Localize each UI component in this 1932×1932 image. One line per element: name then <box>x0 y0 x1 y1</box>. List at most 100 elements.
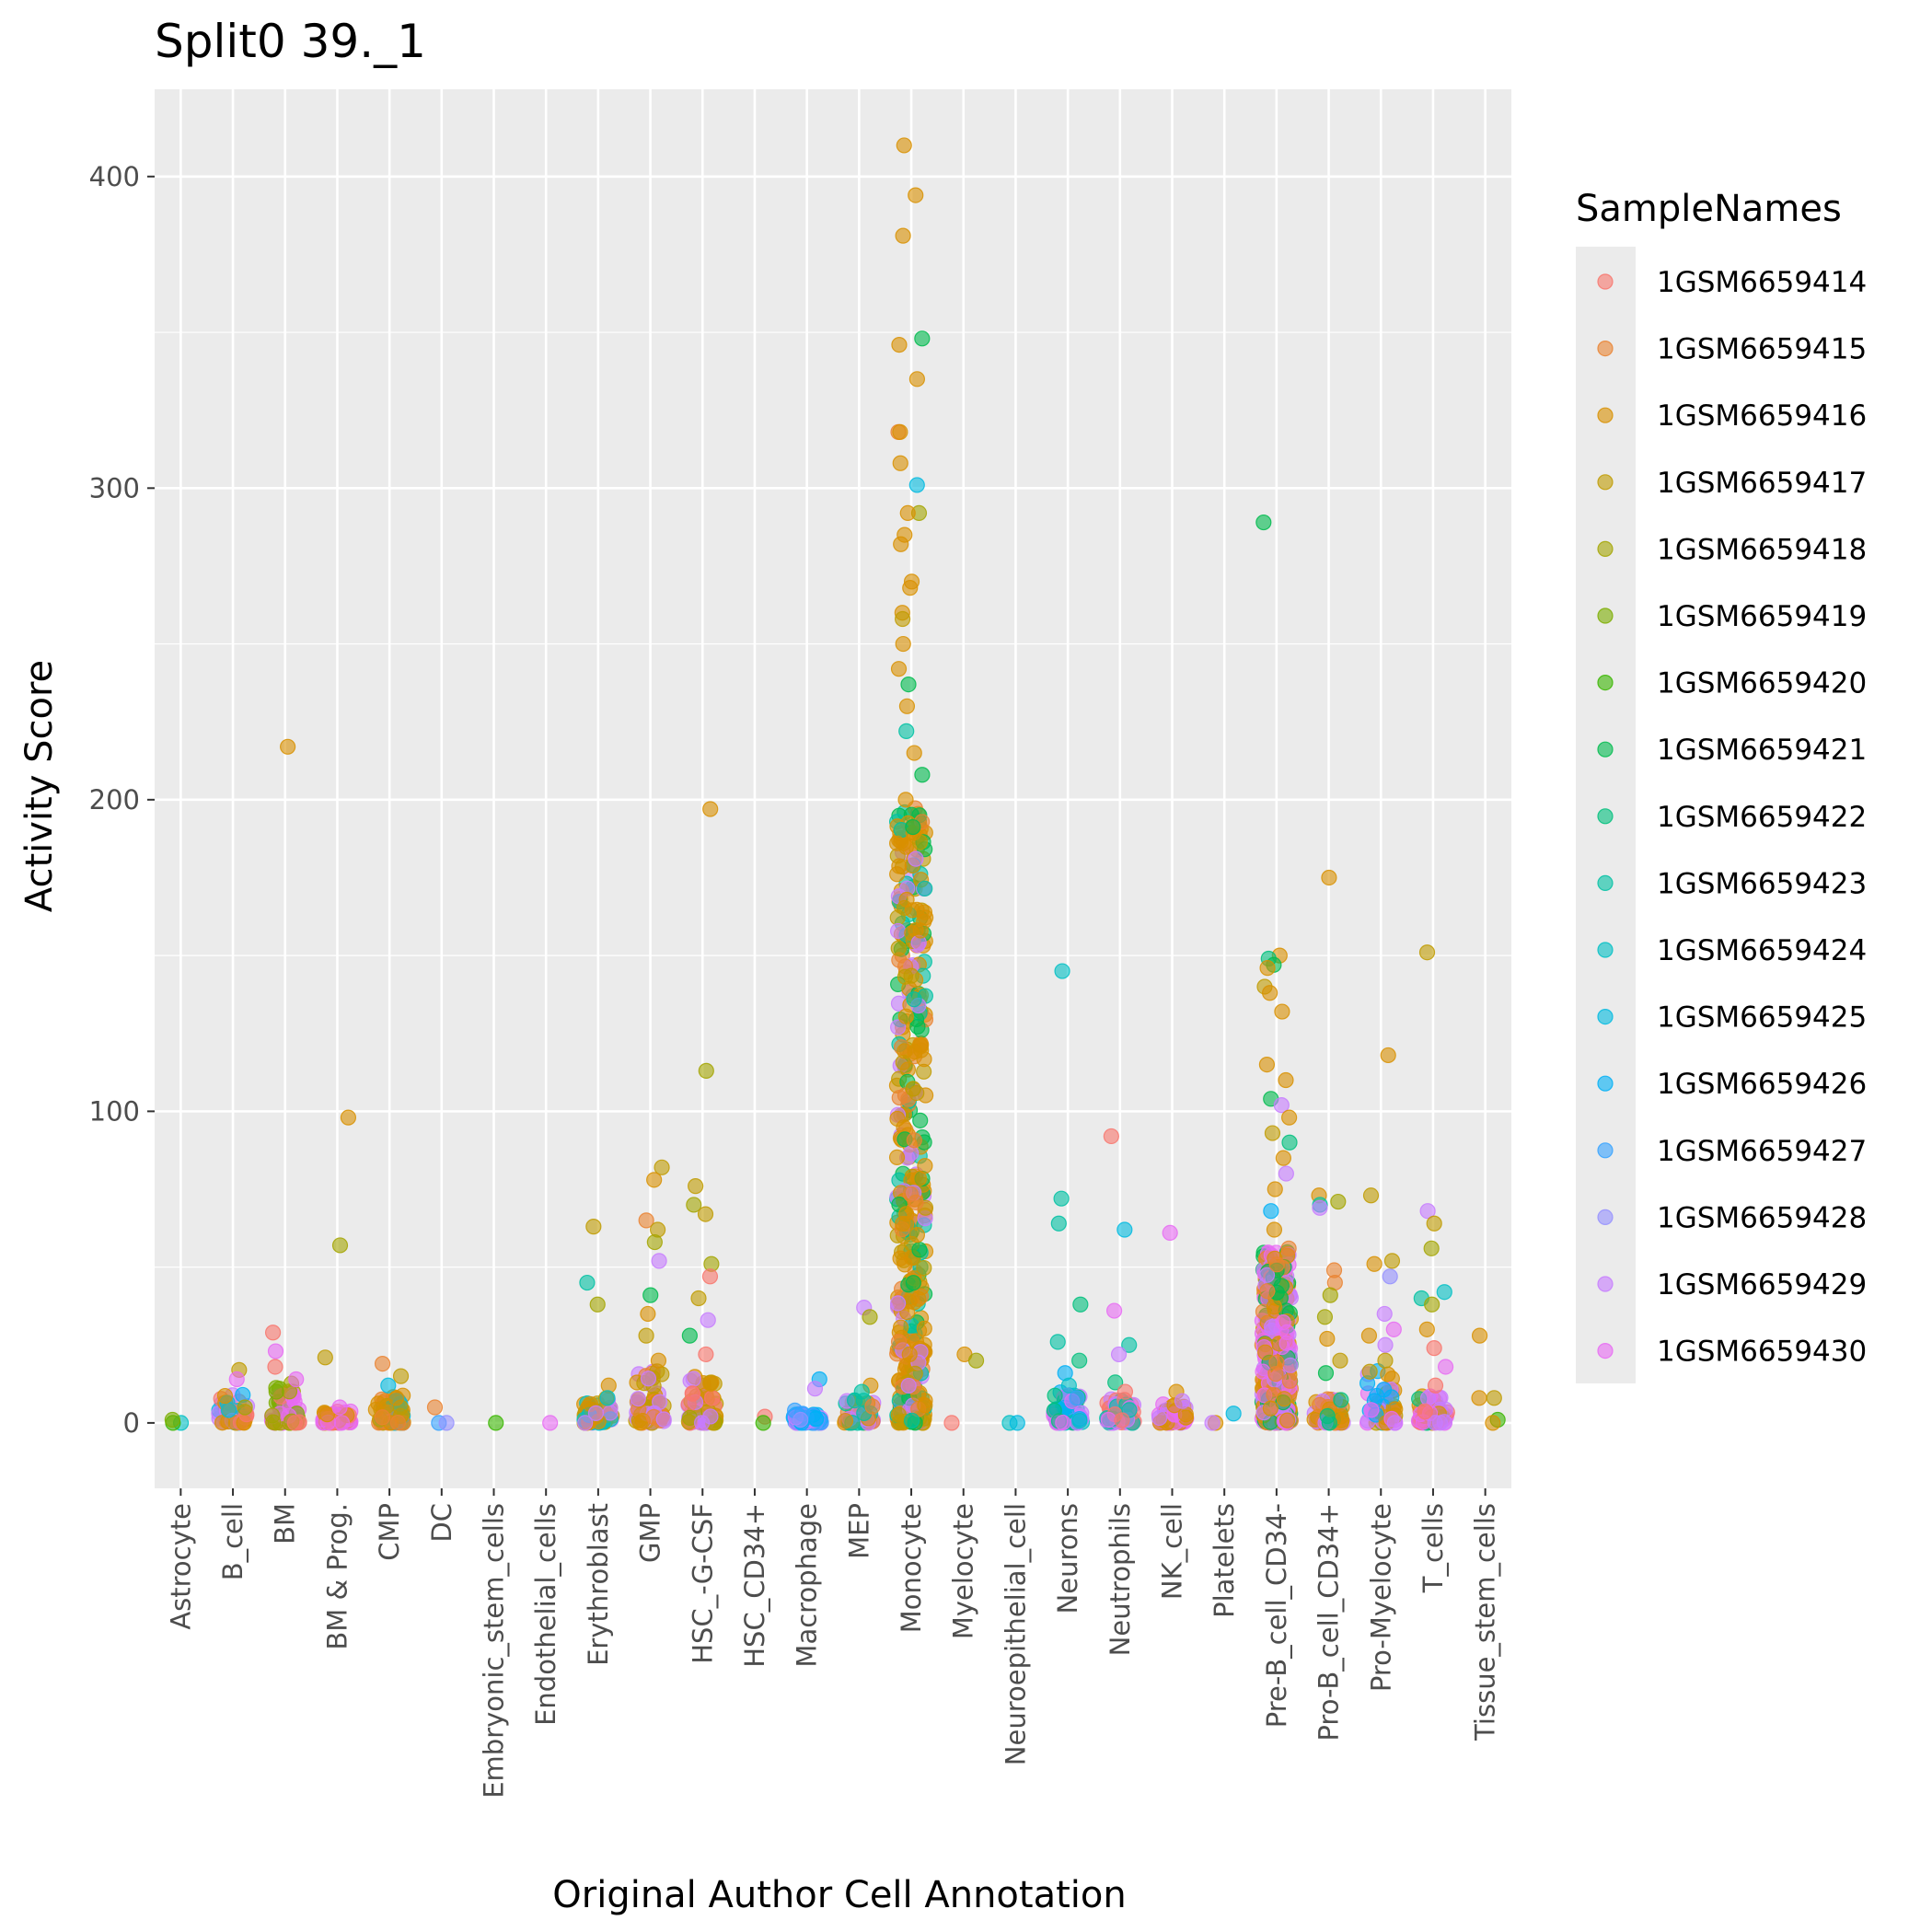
data-point <box>1319 1330 1336 1348</box>
data-point <box>1281 1109 1298 1126</box>
data-point <box>640 1305 656 1323</box>
data-point <box>646 1172 663 1188</box>
x-tick-label: Neutrophils <box>1105 1503 1136 1656</box>
data-point <box>1333 1392 1349 1408</box>
data-point <box>914 330 931 347</box>
data-point <box>1162 1224 1178 1242</box>
x-tick-label: Pre-B_cell_CD34- <box>1261 1503 1292 1728</box>
data-point <box>906 745 922 761</box>
data-point <box>899 504 916 522</box>
data-point <box>638 1212 654 1229</box>
x-tick-label: Pro-B_cell_CD34+ <box>1313 1503 1345 1741</box>
x-tick-label: HSC_-G-CSF <box>687 1503 718 1664</box>
data-point <box>1275 1150 1291 1166</box>
x-tick-label: Myelocyte <box>948 1503 979 1639</box>
x-tick-label: Monocyte <box>896 1503 927 1633</box>
data-point <box>890 661 908 677</box>
legend: SampleNames 1GSM6659414 1GSM6659415 1GSM66… <box>1576 188 1867 1383</box>
legend-key <box>1597 1276 1614 1292</box>
data-point <box>542 1415 559 1431</box>
data-point <box>916 1051 932 1068</box>
x-tick-label: MEP <box>843 1503 874 1559</box>
data-point <box>1385 1321 1402 1337</box>
data-point <box>1071 1412 1088 1429</box>
data-point <box>577 1415 594 1431</box>
data-point <box>889 909 906 926</box>
legend-label: 1GSM6659419 <box>1657 600 1867 633</box>
legend-label: 1GSM6659425 <box>1657 1001 1867 1035</box>
data-point <box>1110 1346 1128 1363</box>
data-point <box>1100 1411 1116 1429</box>
legend-title: SampleNames <box>1576 188 1842 230</box>
data-point <box>1360 1327 1378 1344</box>
y-axis-title: Activity Score <box>18 660 61 912</box>
legend-key <box>1597 1342 1614 1359</box>
x-axis: Astrocyte B_cell BM BM & Prog. CMP DC Embryoni… <box>165 1488 1501 1799</box>
data-point <box>1047 1387 1063 1404</box>
data-point <box>702 801 719 817</box>
data-point <box>698 1062 714 1079</box>
x-tick-label: Endothelial_cells <box>530 1503 561 1726</box>
data-point <box>1319 1407 1336 1425</box>
x-tick-label: Tissue_stem_cells <box>1470 1503 1501 1741</box>
data-point <box>898 891 915 908</box>
data-point <box>908 477 925 493</box>
data-point <box>1204 1415 1221 1431</box>
data-point <box>392 1368 410 1384</box>
data-point <box>908 187 924 203</box>
x-tick-label: BM & Prog. <box>321 1503 353 1650</box>
data-point <box>1276 1391 1292 1407</box>
y-tick-label: 300 <box>89 472 140 503</box>
data-point <box>267 1343 284 1359</box>
data-point <box>1321 869 1337 886</box>
x-tick-label: GMP <box>635 1503 666 1563</box>
data-point <box>1332 1352 1348 1369</box>
data-point <box>1266 1221 1283 1238</box>
data-point <box>898 1206 915 1222</box>
data-point <box>892 455 908 471</box>
data-point <box>898 698 916 714</box>
legend-key <box>1597 607 1614 624</box>
data-point <box>1376 1305 1393 1323</box>
legend-key <box>1597 273 1614 290</box>
data-point <box>1280 1240 1297 1256</box>
x-tick-label: Neurons <box>1052 1503 1083 1614</box>
data-point <box>1116 1221 1133 1238</box>
legend-label: 1GSM6659424 <box>1657 934 1867 967</box>
data-point <box>853 1383 870 1400</box>
data-point <box>1263 1203 1279 1220</box>
data-point <box>1278 1335 1295 1352</box>
legend-key <box>1597 1075 1614 1092</box>
data-point <box>1362 1187 1380 1204</box>
y-tick-label: 0 <box>123 1407 140 1439</box>
data-point <box>1278 1071 1294 1089</box>
data-point <box>388 1390 405 1406</box>
data-point <box>317 1349 333 1366</box>
legend-label: 1GSM6659418 <box>1657 533 1867 566</box>
data-point <box>374 1355 391 1372</box>
data-point <box>340 1109 357 1126</box>
data-point <box>1424 1296 1440 1313</box>
data-point <box>911 1242 928 1258</box>
data-point <box>910 1170 928 1186</box>
data-point <box>1281 1372 1298 1389</box>
data-point <box>890 1334 908 1350</box>
data-point <box>1317 1365 1335 1382</box>
data-point <box>228 1371 245 1388</box>
data-point <box>579 1274 596 1291</box>
data-point <box>265 1414 282 1430</box>
legend-label: 1GSM6659423 <box>1657 867 1867 900</box>
data-point <box>702 1375 719 1392</box>
data-point <box>267 1359 283 1375</box>
data-point <box>1255 1363 1271 1380</box>
legend-key <box>1597 1142 1614 1159</box>
legend-label: 1GSM6659430 <box>1657 1336 1867 1369</box>
data-point <box>1049 1334 1066 1350</box>
x-tick-label: DC <box>426 1503 457 1543</box>
data-point <box>1069 1390 1085 1406</box>
data-point <box>654 1159 670 1175</box>
data-point <box>917 880 933 897</box>
data-point <box>438 1415 455 1431</box>
data-point <box>900 676 917 693</box>
data-point <box>220 1402 237 1418</box>
